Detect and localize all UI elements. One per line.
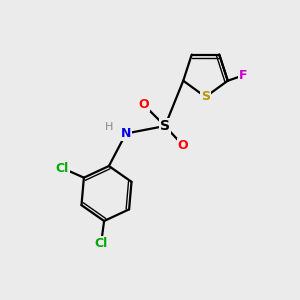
Text: F: F — [239, 69, 248, 82]
Text: H: H — [105, 122, 114, 132]
Text: Cl: Cl — [56, 162, 69, 175]
Text: S: S — [160, 119, 170, 133]
Text: O: O — [138, 98, 149, 111]
Text: N: N — [121, 127, 131, 140]
Text: S: S — [201, 90, 210, 104]
Text: Cl: Cl — [94, 237, 108, 250]
Text: O: O — [178, 139, 188, 152]
